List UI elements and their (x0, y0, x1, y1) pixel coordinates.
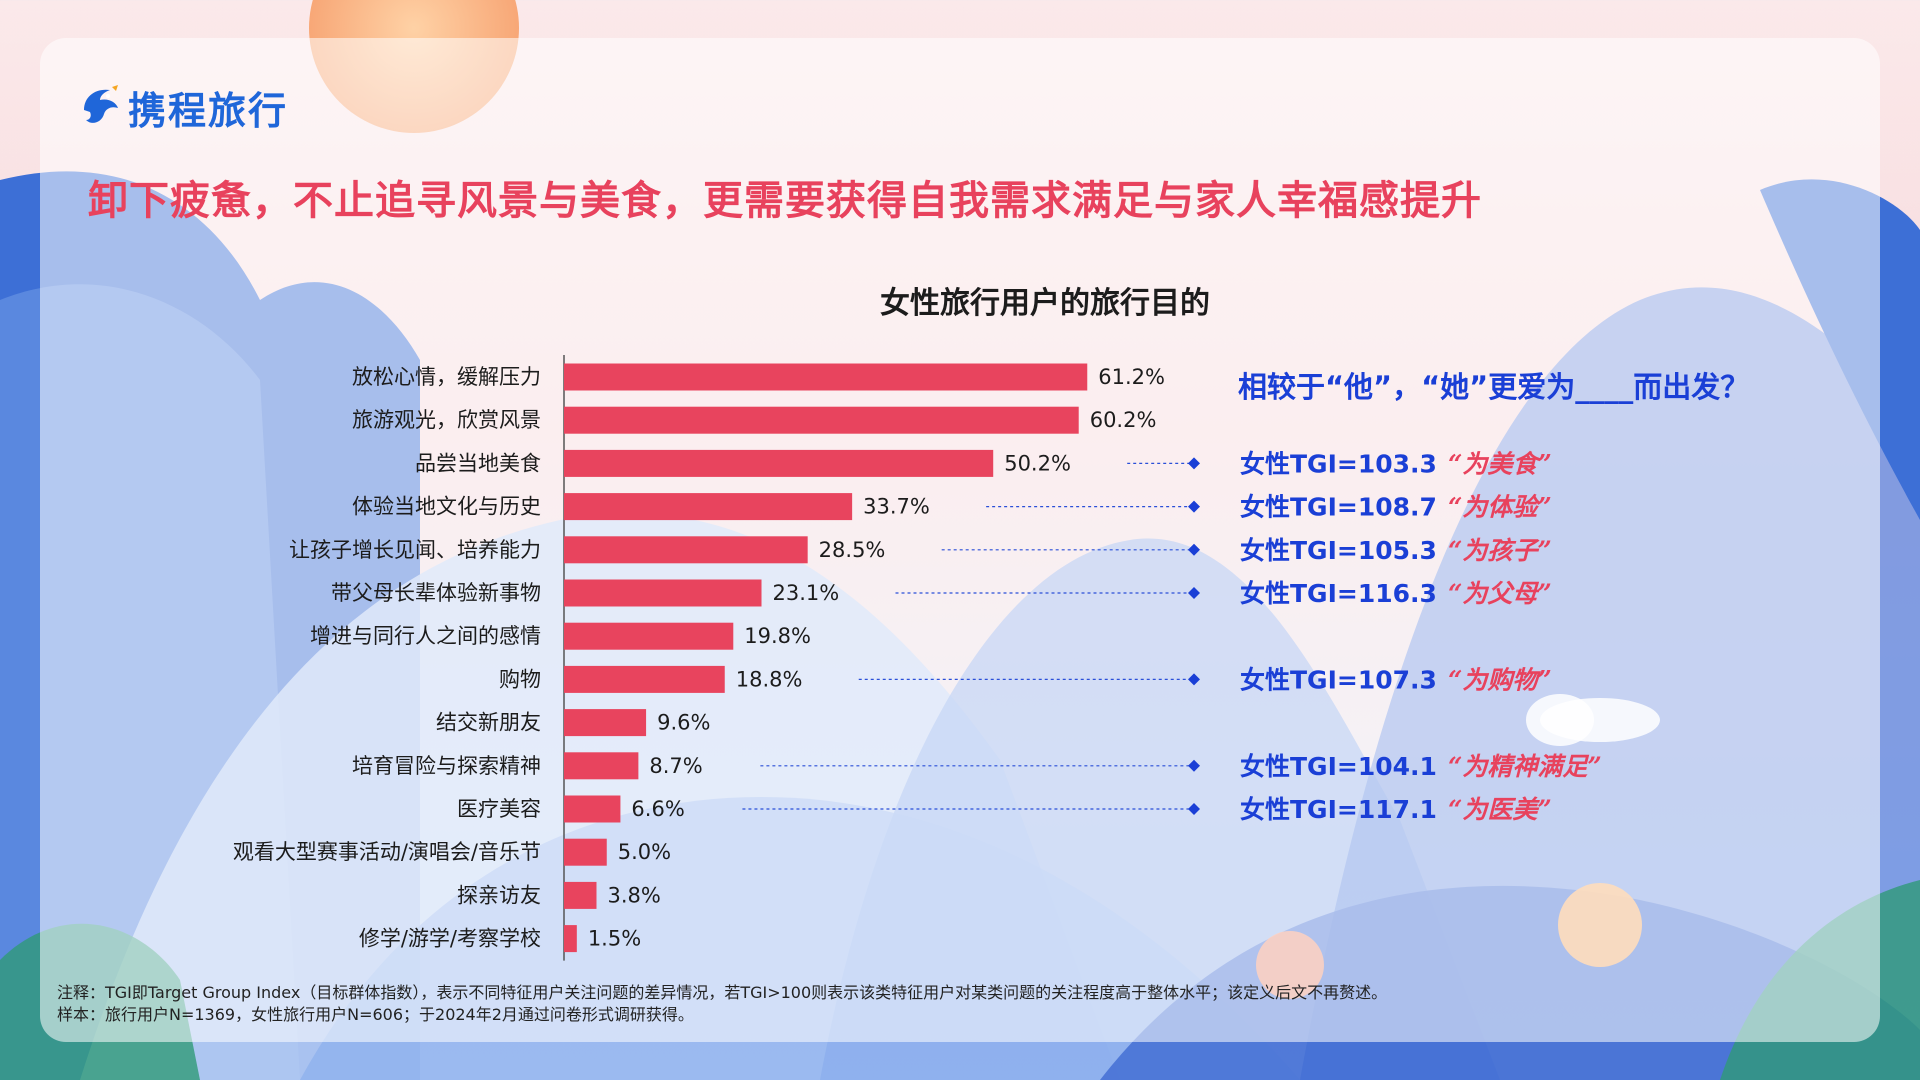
annotation-note-0: “为美食” (1448, 449, 1552, 478)
category-label-3: 体验当地文化与历史 (352, 495, 541, 519)
annotation-tgi-1: 女性TGI=108.7 (1240, 493, 1437, 522)
category-label-7: 购物 (499, 667, 541, 691)
category-label-13: 修学/游学/考察学校 (359, 927, 541, 951)
value-label-7: 18.8% (736, 667, 803, 691)
bar-10 (564, 795, 621, 823)
category-label-2: 品尝当地美食 (415, 451, 541, 475)
annotation-note-6: “为医美” (1448, 795, 1552, 824)
value-label-3: 33.7% (863, 495, 930, 519)
value-label-4: 28.5% (819, 538, 886, 562)
annotation-tgi-3: 女性TGI=116.3 (1240, 579, 1437, 608)
annotation-tgi-2: 女性TGI=105.3 (1240, 536, 1437, 565)
dolphin-logo-icon (84, 85, 118, 123)
bar-2 (564, 449, 994, 477)
annotation-diamond-icon-2 (1188, 543, 1200, 556)
bar-0 (564, 363, 1088, 391)
footnote-note: 注释：TGI即Target Group Index（目标群体指数），表示不同特征… (57, 983, 1388, 1002)
value-label-0: 61.2% (1098, 365, 1165, 389)
value-label-9: 8.7% (649, 754, 702, 778)
annotation-note-2: “为孩子” (1448, 536, 1552, 565)
bar-6 (564, 622, 734, 650)
annotation-tgi-0: 女性TGI=103.3 (1240, 449, 1437, 478)
bar-7 (564, 665, 725, 693)
footnote: 注释：TGI即Target Group Index（目标群体指数），表示不同特征… (57, 982, 1387, 1026)
value-label-2: 50.2% (1004, 451, 1071, 475)
chart-title: 女性旅行用户的旅行目的 (880, 286, 1210, 321)
annotation-diamond-icon-4 (1188, 673, 1200, 686)
bar-5 (564, 579, 762, 607)
value-label-11: 5.0% (618, 840, 671, 864)
value-label-10: 6.6% (631, 797, 684, 821)
category-label-0: 放松心情，缓解压力 (352, 365, 541, 389)
annotation-note-1: “为体验” (1448, 493, 1552, 522)
category-label-4: 让孩子增长见闻、培养能力 (289, 538, 541, 562)
annotation-note-5: “为精神满足” (1448, 752, 1602, 781)
annotation-tgi-6: 女性TGI=117.1 (1240, 795, 1437, 824)
footnote-sample: 样本：旅行用户N=1369，女性旅行用户N=606；于2024年2月通过问卷形式… (57, 1005, 694, 1024)
bar-11 (564, 838, 607, 866)
value-label-8: 9.6% (657, 711, 710, 735)
annotation-diamond-icon-5 (1188, 759, 1200, 772)
annotation-tgi-4: 女性TGI=107.3 (1240, 665, 1437, 694)
brand-logo: 携程旅行 (78, 82, 289, 133)
bar-12 (564, 881, 597, 909)
bar-3 (564, 493, 853, 521)
bar-8 (564, 709, 647, 737)
value-label-1: 60.2% (1090, 408, 1157, 432)
category-label-12: 探亲访友 (457, 883, 541, 907)
category-label-8: 结交新朋友 (436, 711, 541, 735)
bar-9 (564, 752, 639, 780)
content-card (40, 38, 1880, 1042)
annotation-note-3: “为父母” (1448, 579, 1552, 608)
bar-1 (564, 406, 1079, 434)
category-label-10: 医疗美容 (457, 797, 541, 821)
category-label-1: 旅游观光，欣赏风景 (352, 408, 541, 432)
callout-question: 相较于“他”，“她”更爱为____而出发？ (1238, 370, 1750, 404)
value-label-5: 23.1% (773, 581, 840, 605)
page-headline: 卸下疲惫，不止追寻风景与美食，更需要获得自我需求满足与家人幸福感提升 (88, 178, 1482, 224)
bar-4 (564, 536, 808, 564)
annotation-diamond-icon-6 (1188, 803, 1200, 815)
category-label-11: 观看大型赛事活动/演唱会/音乐节 (233, 840, 541, 864)
value-label-6: 19.8% (744, 624, 811, 648)
bar-13 (564, 925, 577, 953)
annotation-diamond-icon-1 (1188, 500, 1200, 513)
annotation-diamond-icon-3 (1188, 587, 1200, 599)
category-label-5: 带父母长辈体验新事物 (331, 581, 541, 605)
value-label-12: 3.8% (607, 883, 660, 907)
annotation-diamond-icon-0 (1188, 457, 1200, 470)
category-label-9: 培育冒险与探索精神 (352, 754, 541, 778)
annotation-tgi-5: 女性TGI=104.1 (1240, 752, 1437, 781)
annotation-note-4: “为购物” (1448, 665, 1552, 694)
category-label-6: 增进与同行人之间的感情 (310, 624, 541, 648)
brand-name: 携程旅行 (128, 88, 289, 133)
value-label-13: 1.5% (588, 927, 641, 951)
